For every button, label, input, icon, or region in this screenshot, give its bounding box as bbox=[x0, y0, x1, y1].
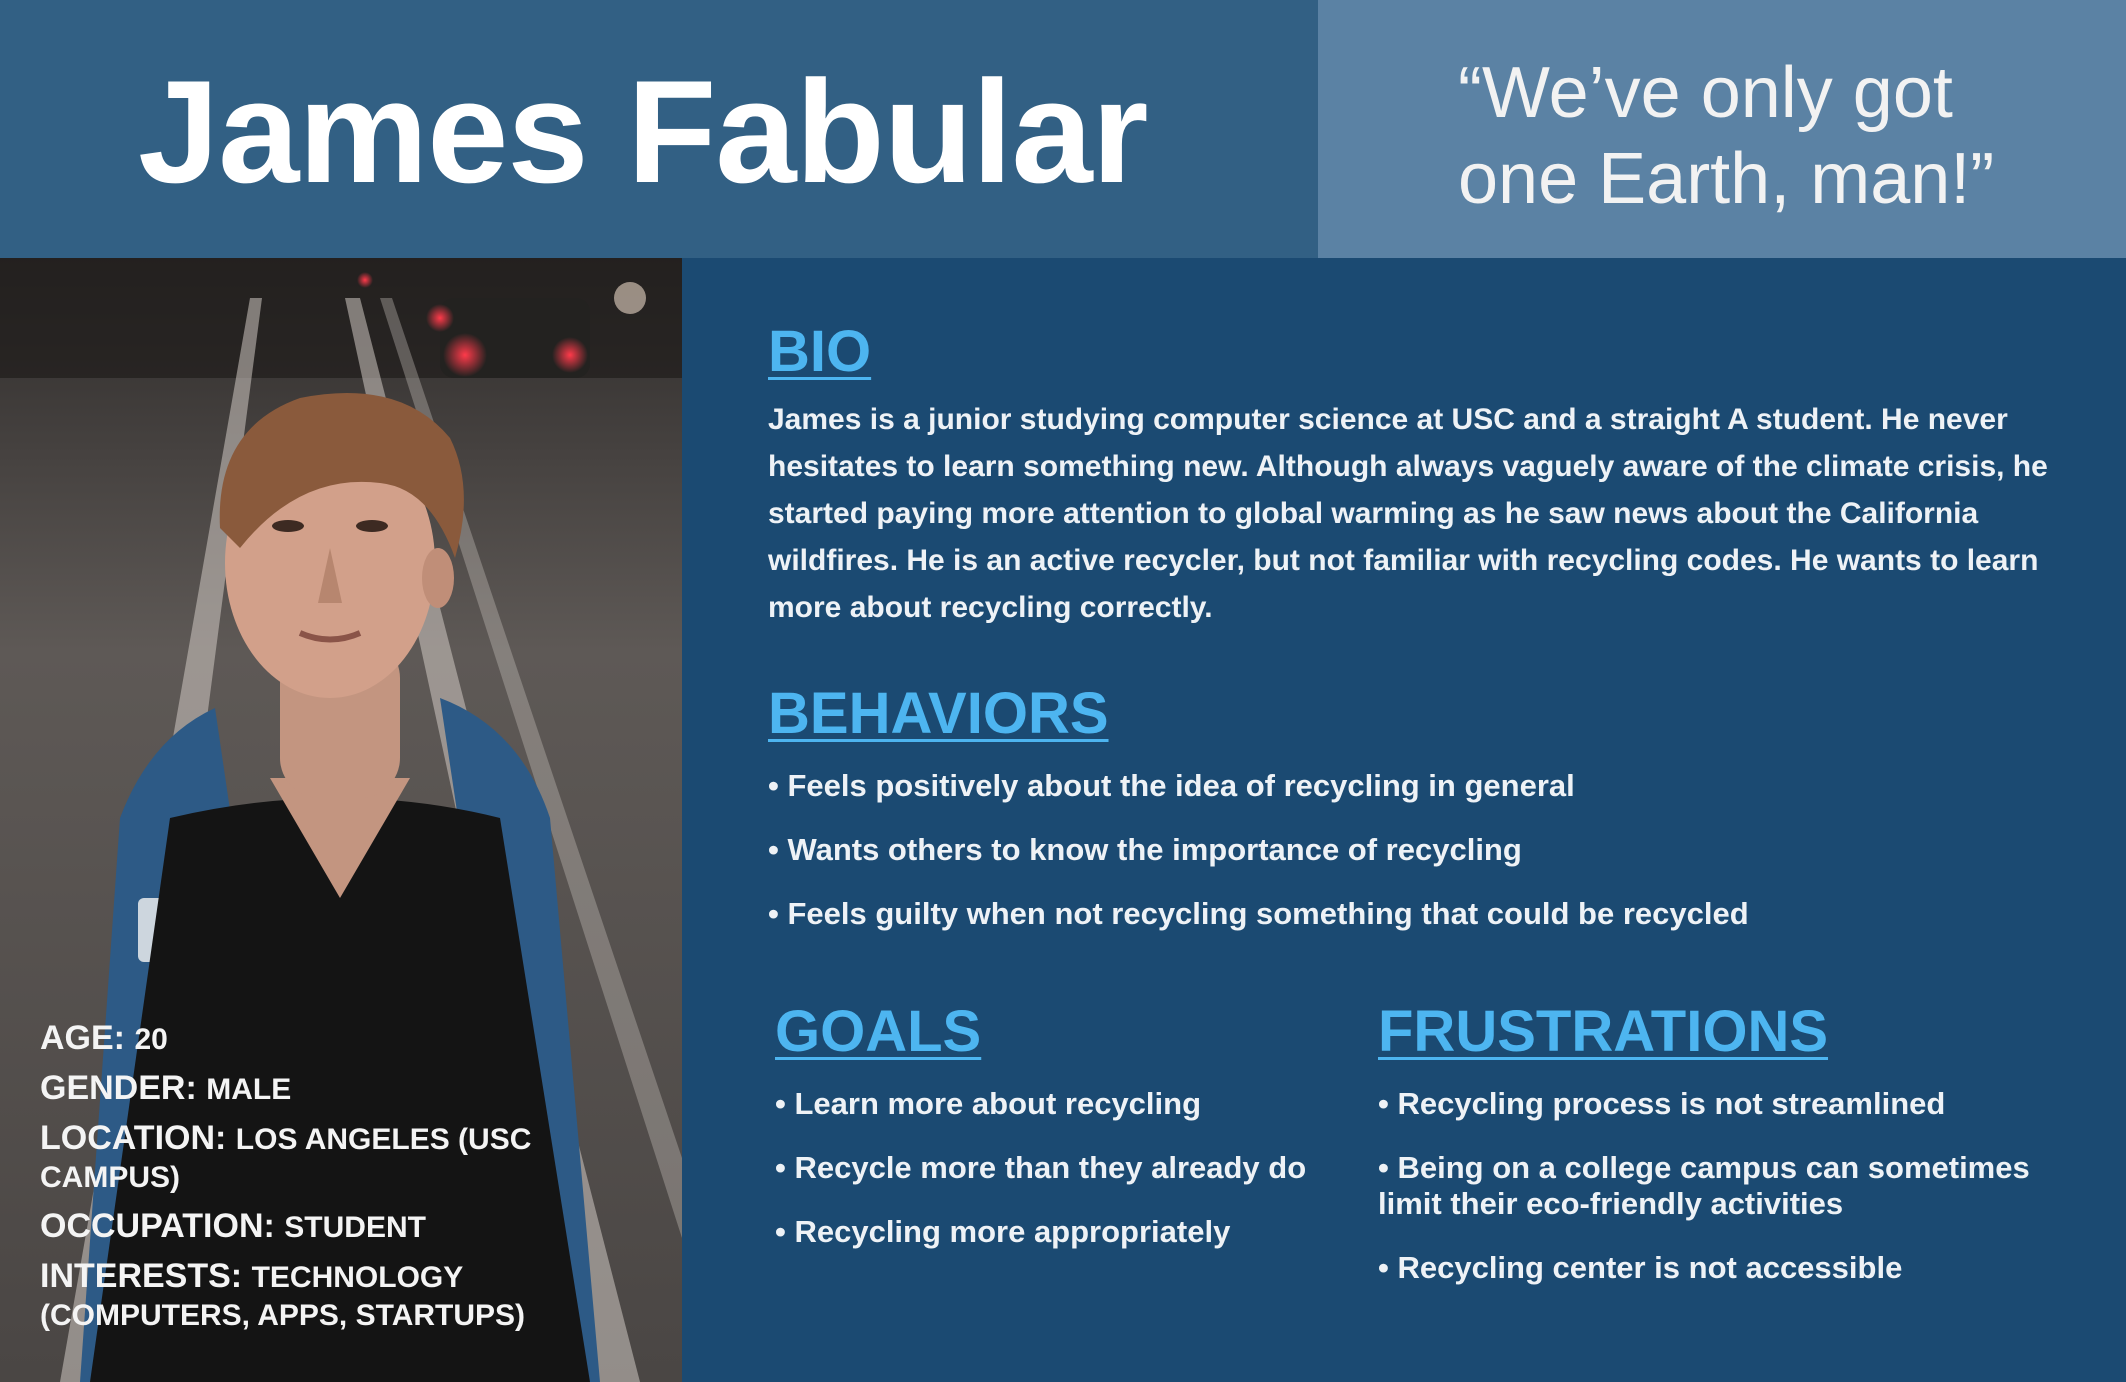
stat-label: AGE: bbox=[40, 1019, 125, 1057]
list-item: • Feels guilty when not recycling someth… bbox=[768, 896, 1749, 931]
bio-text: James is a junior studying computer scie… bbox=[768, 403, 2048, 624]
behaviors-heading: BEHAVIORS bbox=[768, 681, 1109, 746]
list-item: • Wants others to know the importance of… bbox=[768, 832, 1522, 867]
list-item: • Recycling process is not streamlined bbox=[1378, 1086, 1946, 1121]
stat-value: TECHNOLOGY (COMPUTERS, APPS, STARTUPS) bbox=[40, 1261, 526, 1332]
stat-interests: INTERESTS: TECHNOLOGY (COMPUTERS, APPS, … bbox=[40, 1258, 660, 1334]
behaviors-list: • Feels positively about the idea of rec… bbox=[768, 768, 2088, 932]
persona-illustration bbox=[0, 258, 682, 1382]
list-item: • Being on a college campus can sometime… bbox=[1378, 1150, 2030, 1221]
stat-label: OCCUPATION: bbox=[40, 1207, 275, 1245]
stat-value: MALE bbox=[206, 1073, 292, 1106]
stat-gender: GENDER: MALE bbox=[40, 1070, 660, 1108]
persona-quote: “We’ve only got one Earth, man!” bbox=[1458, 50, 2098, 222]
stat-location: LOCATION: LOS ANGELES (USC CAMPUS) bbox=[40, 1120, 660, 1196]
stat-age: AGE: 20 bbox=[40, 1020, 660, 1058]
stat-label: GENDER: bbox=[40, 1069, 197, 1107]
stat-occupation: OCCUPATION: STUDENT bbox=[40, 1208, 660, 1246]
bio-heading: BIO bbox=[768, 319, 872, 384]
stat-value: LOS ANGELES (USC CAMPUS) bbox=[40, 1123, 532, 1194]
list-item: • Feels positively about the idea of rec… bbox=[768, 768, 1575, 803]
persona-name: James Fabular bbox=[138, 50, 1148, 213]
quote-line-1: “We’ve only got bbox=[1458, 53, 1953, 133]
persona-stats: AGE: 20 GENDER: MALE LOCATION: LOS ANGEL… bbox=[40, 1020, 660, 1346]
stat-label: INTERESTS: bbox=[40, 1257, 243, 1295]
stat-label: LOCATION: bbox=[40, 1119, 227, 1157]
list-item: • Recycling center is not accessible bbox=[1378, 1250, 1903, 1285]
goals-list: • Learn more about recycling • Recycle m… bbox=[775, 1086, 1335, 1250]
header-banner: James Fabular bbox=[0, 0, 1318, 258]
list-item: • Recycle more than they already do bbox=[775, 1150, 1307, 1185]
list-item: • Learn more about recycling bbox=[775, 1086, 1202, 1121]
list-item: • Recycling more appropriately bbox=[775, 1214, 1231, 1249]
frustrations-list: • Recycling process is not streamlined •… bbox=[1378, 1086, 2098, 1286]
persona-photo: AGE: 20 GENDER: MALE LOCATION: LOS ANGEL… bbox=[0, 258, 682, 1382]
quote-box: “We’ve only got one Earth, man!” bbox=[1318, 0, 2126, 258]
stat-value: STUDENT bbox=[284, 1211, 426, 1244]
stat-value: 20 bbox=[134, 1023, 168, 1056]
goals-heading: GOALS bbox=[775, 999, 982, 1064]
frustrations-heading: FRUSTRATIONS bbox=[1378, 999, 1829, 1064]
quote-line-2: one Earth, man!” bbox=[1458, 139, 1995, 219]
